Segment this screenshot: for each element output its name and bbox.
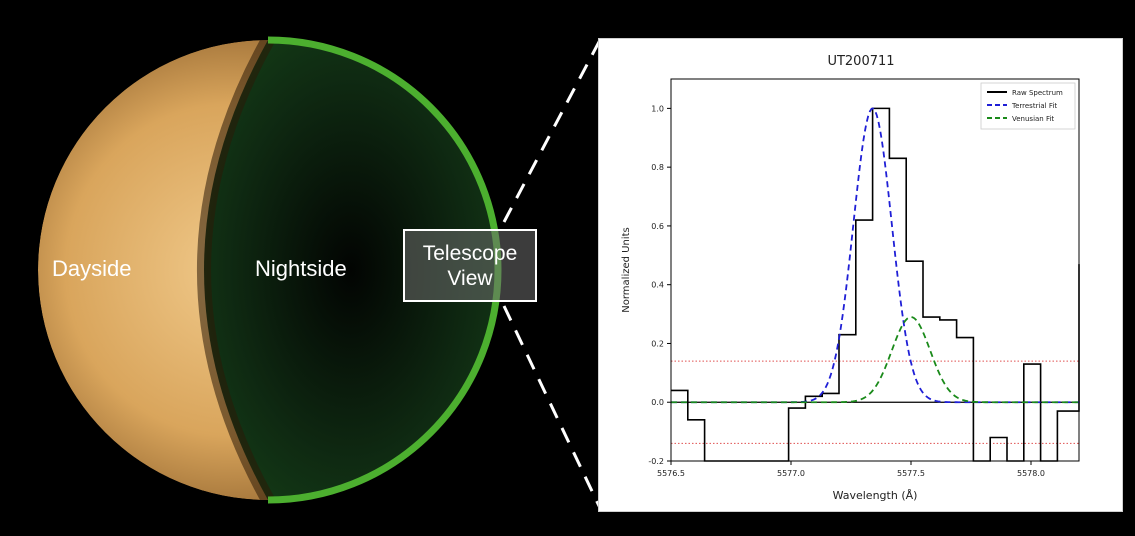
y-tick-label: -0.2 [648,457,664,466]
x-tick-label: 5576.5 [657,469,685,478]
dayside-label: Dayside [52,256,131,282]
y-tick-label: 0.8 [651,163,664,172]
legend-label-terrestrial: Terrestrial Fit [1011,102,1057,110]
legend: Raw Spectrum Terrestrial Fit Venusian Fi… [981,83,1075,129]
chart-title: UT200711 [827,54,894,69]
y-axis-label: Normalized Units [621,227,632,312]
telescope-label-line2: View [405,266,535,291]
x-tick-label: 5577.0 [777,469,805,478]
legend-label-raw: Raw Spectrum [1012,89,1063,97]
nightside-label: Nightside [255,256,347,282]
x-tick-label: 5578.0 [1017,469,1045,478]
x-tick-label: 5577.5 [897,469,925,478]
y-tick-label: 0.0 [651,398,664,407]
venusian-fit-line [671,317,1079,402]
spectrum-chart-panel: UT200711 -0.2 0.0 0.2 0.4 0.6 0.8 1.0 5576.5 557… [598,38,1123,512]
telescope-label-line1: Telescope [405,241,535,266]
y-tick-label: 0.6 [651,222,664,231]
x-axis-label: Wavelength (Å) [833,489,918,502]
spectrum-chart: UT200711 -0.2 0.0 0.2 0.4 0.6 0.8 1.0 5576.5 557… [599,39,1122,511]
terrestrial-fit-line [671,109,1079,403]
y-tick-label: 0.4 [651,281,664,290]
legend-label-venusian: Venusian Fit [1012,115,1054,123]
y-tick-label: 0.2 [651,339,664,348]
raw-spectrum-line [671,108,1079,461]
y-tick-label: 1.0 [651,104,664,113]
plot-frame [671,79,1079,461]
telescope-view-box: Telescope View [403,229,537,302]
